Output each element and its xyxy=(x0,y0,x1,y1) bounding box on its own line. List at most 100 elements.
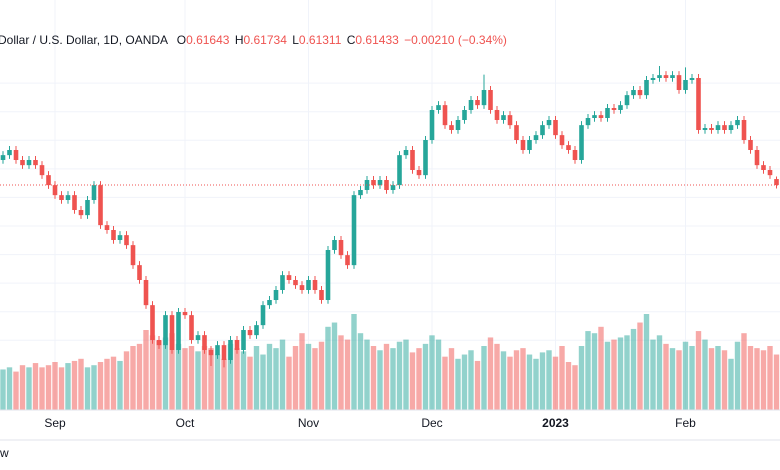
candle-body xyxy=(267,300,272,306)
x-tick-label: Nov xyxy=(298,416,319,430)
volume-bar xyxy=(364,339,370,410)
candle-body xyxy=(442,105,448,126)
volume-bar xyxy=(754,348,760,410)
price-pane xyxy=(0,66,780,368)
volume-bar xyxy=(669,348,676,410)
candle-body xyxy=(208,350,214,356)
volume-bar xyxy=(130,346,136,410)
candle-body xyxy=(527,140,532,150)
volume-bar xyxy=(617,337,624,410)
candle-body xyxy=(403,150,409,156)
candle-body xyxy=(384,180,389,190)
candle-body xyxy=(676,75,682,90)
candle-body xyxy=(72,195,77,210)
volume-bar xyxy=(45,365,52,410)
ohlc-label: H xyxy=(235,33,244,47)
volume-bar xyxy=(455,358,461,410)
volume-bar xyxy=(507,356,513,410)
close-value: 0.61433 xyxy=(355,33,399,47)
candle-body xyxy=(624,95,630,106)
volume-bar xyxy=(702,339,708,410)
x-tick-label: Dec xyxy=(421,416,442,430)
volume-bar xyxy=(650,339,656,410)
volume-bar xyxy=(578,346,585,410)
candle-body xyxy=(390,185,396,190)
candle-body xyxy=(124,235,129,246)
ohlc-label: C xyxy=(347,33,356,47)
candle-body xyxy=(332,240,337,250)
volume-bar xyxy=(279,339,286,410)
volume-bar xyxy=(656,335,663,410)
candle-body xyxy=(345,255,350,266)
volume-bar xyxy=(598,326,604,410)
volume-bar xyxy=(195,351,201,410)
candle-body xyxy=(371,180,376,186)
footer-text: w xyxy=(0,446,9,460)
candle-body xyxy=(46,175,51,186)
open-value: 0.61643 xyxy=(186,33,230,47)
candle-body xyxy=(286,275,292,280)
candle-body xyxy=(436,105,441,110)
volume-bar xyxy=(403,339,409,410)
candle-body xyxy=(657,75,662,78)
volume-bar xyxy=(533,358,539,410)
candle-body xyxy=(722,125,727,130)
candle-body xyxy=(611,108,617,110)
volume-bar xyxy=(97,362,104,410)
volume-bar xyxy=(513,350,520,410)
volume-bar xyxy=(123,351,130,410)
candle-body xyxy=(767,170,773,176)
volume-bar xyxy=(344,339,351,410)
volume-bar xyxy=(390,348,396,410)
candle-body xyxy=(689,78,695,80)
candle-body xyxy=(130,245,136,266)
volume-bar xyxy=(767,346,773,410)
candle-body xyxy=(7,150,12,156)
volume-bar xyxy=(520,348,526,410)
candle-body xyxy=(306,280,311,290)
volume-bar xyxy=(0,369,6,410)
candle-body xyxy=(150,305,155,340)
candle-body xyxy=(143,280,149,306)
candle-body xyxy=(215,345,220,356)
volume-bar xyxy=(637,322,643,410)
volume-bar xyxy=(487,337,494,410)
volume-bar xyxy=(396,341,403,410)
volume-bar xyxy=(728,358,734,410)
volume-bar xyxy=(468,350,474,410)
candle-body xyxy=(351,195,357,266)
candle-body xyxy=(234,340,240,350)
candle-body xyxy=(540,125,545,136)
volume-bar xyxy=(604,341,611,410)
volume-bar xyxy=(715,346,721,410)
volume-bar xyxy=(299,333,305,410)
candle-body xyxy=(13,150,19,160)
candle-body xyxy=(325,250,331,300)
candle-body xyxy=(26,160,32,166)
candle-body xyxy=(20,160,25,166)
change-value: −0.00210 xyxy=(404,33,455,47)
candle-body xyxy=(228,340,233,360)
candle-body xyxy=(358,190,363,196)
candle-body xyxy=(501,115,506,120)
candle-body xyxy=(319,290,324,300)
candle-body xyxy=(488,90,493,110)
candle-body xyxy=(189,315,194,340)
volume-bar xyxy=(539,352,546,410)
candle-body xyxy=(182,312,188,316)
candle-body xyxy=(195,335,201,340)
volume-bar xyxy=(409,352,416,410)
candle-body xyxy=(774,179,779,186)
volume-bar xyxy=(383,343,390,410)
volume-bar xyxy=(747,346,754,410)
candle-body xyxy=(312,280,318,290)
volume-bar xyxy=(13,371,19,410)
volume-bar xyxy=(721,350,728,410)
candle-body xyxy=(546,120,552,126)
candle-body xyxy=(254,325,259,336)
candle-body xyxy=(735,120,740,126)
volume-bar xyxy=(429,335,435,410)
volume-bar xyxy=(104,358,110,410)
volume-bar xyxy=(760,350,767,410)
